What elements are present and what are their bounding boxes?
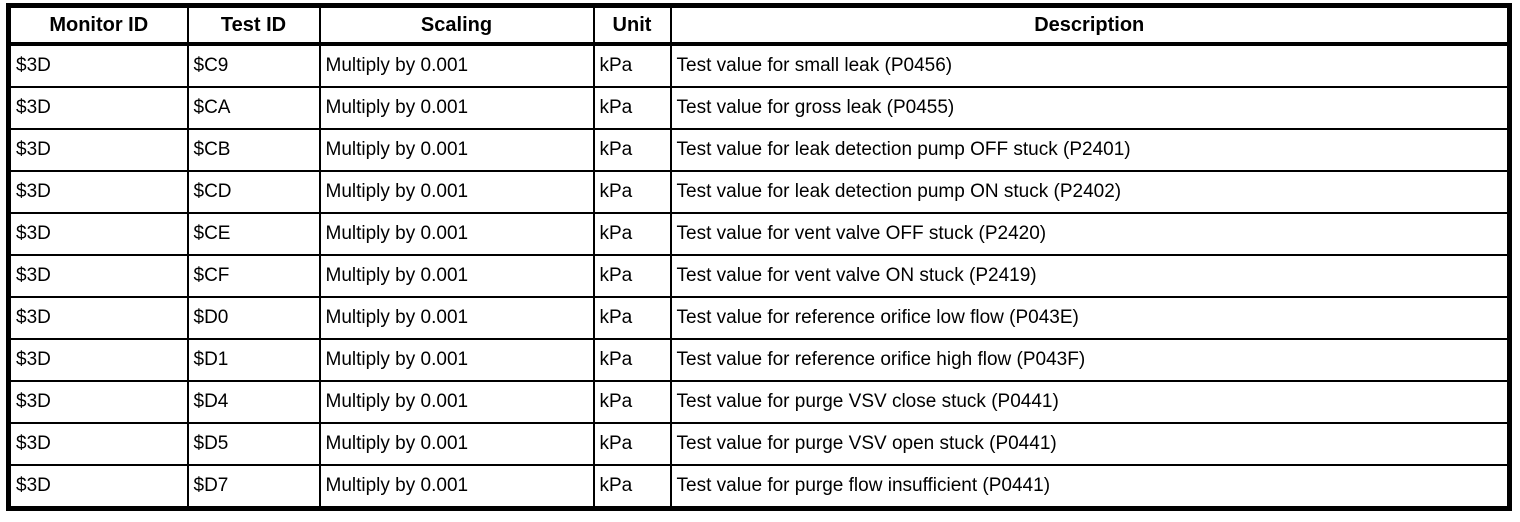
cell-monitor-id: $3D <box>7 128 189 172</box>
header-test-id: Test ID <box>186 4 321 46</box>
table-body: $3D $C9 Multiply by 0.001 kPa Test value… <box>7 43 1511 510</box>
cell-test-id: $D0 <box>186 296 321 340</box>
cell-unit: kPa <box>592 86 672 130</box>
cell-test-id: $CB <box>186 128 321 172</box>
cell-unit: kPa <box>592 254 672 298</box>
cell-scaling: Multiply by 0.001 <box>318 338 595 382</box>
header-scaling: Scaling <box>318 4 595 46</box>
cell-scaling: Multiply by 0.001 <box>318 43 595 88</box>
table-row: $3D $CB Multiply by 0.001 kPa Test value… <box>7 128 1511 172</box>
cell-test-id: $CE <box>186 212 321 256</box>
cell-monitor-id: $3D <box>7 212 189 256</box>
table-row: $3D $D0 Multiply by 0.001 kPa Test value… <box>7 296 1511 340</box>
table-row: $3D $D4 Multiply by 0.001 kPa Test value… <box>7 380 1511 424</box>
cell-scaling: Multiply by 0.001 <box>318 380 595 424</box>
table-row: $3D $CF Multiply by 0.001 kPa Test value… <box>7 254 1511 298</box>
table-row: $3D $C9 Multiply by 0.001 kPa Test value… <box>7 43 1511 88</box>
cell-description: Test value for reference orifice high fl… <box>669 338 1511 382</box>
cell-unit: kPa <box>592 170 672 214</box>
cell-unit: kPa <box>592 464 672 510</box>
table-row: $3D $CD Multiply by 0.001 kPa Test value… <box>7 170 1511 214</box>
cell-scaling: Multiply by 0.001 <box>318 86 595 130</box>
cell-test-id: $C9 <box>186 43 321 88</box>
cell-test-id: $D1 <box>186 338 321 382</box>
cell-scaling: Multiply by 0.001 <box>318 464 595 510</box>
cell-scaling: Multiply by 0.001 <box>318 128 595 172</box>
cell-scaling: Multiply by 0.001 <box>318 170 595 214</box>
cell-test-id: $CD <box>186 170 321 214</box>
cell-description: Test value for purge VSV close stuck (P0… <box>669 380 1511 424</box>
cell-scaling: Multiply by 0.001 <box>318 212 595 256</box>
cell-monitor-id: $3D <box>7 86 189 130</box>
cell-unit: kPa <box>592 212 672 256</box>
table-row: $3D $CA Multiply by 0.001 kPa Test value… <box>7 86 1511 130</box>
cell-unit: kPa <box>592 296 672 340</box>
cell-unit: kPa <box>592 338 672 382</box>
table-row: $3D $D5 Multiply by 0.001 kPa Test value… <box>7 422 1511 466</box>
cell-unit: kPa <box>592 422 672 466</box>
cell-test-id: $D4 <box>186 380 321 424</box>
header-monitor-id: Monitor ID <box>7 4 189 46</box>
cell-monitor-id: $3D <box>7 43 189 88</box>
cell-test-id: $D5 <box>186 422 321 466</box>
cell-description: Test value for reference orifice low flo… <box>669 296 1511 340</box>
cell-description: Test value for small leak (P0456) <box>669 43 1511 88</box>
cell-monitor-id: $3D <box>7 338 189 382</box>
cell-test-id: $CF <box>186 254 321 298</box>
header-description: Description <box>669 4 1511 46</box>
cell-description: Test value for leak detection pump ON st… <box>669 170 1511 214</box>
cell-monitor-id: $3D <box>7 464 189 510</box>
header-unit: Unit <box>592 4 672 46</box>
cell-description: Test value for leak detection pump OFF s… <box>669 128 1511 172</box>
cell-description: Test value for vent valve ON stuck (P241… <box>669 254 1511 298</box>
cell-scaling: Multiply by 0.001 <box>318 422 595 466</box>
cell-test-id: $CA <box>186 86 321 130</box>
cell-monitor-id: $3D <box>7 296 189 340</box>
cell-description: Test value for vent valve OFF stuck (P24… <box>669 212 1511 256</box>
cell-description: Test value for purge flow insufficient (… <box>669 464 1511 510</box>
cell-test-id: $D7 <box>186 464 321 510</box>
header-row: Monitor ID Test ID Scaling Unit Descript… <box>7 4 1511 46</box>
cell-monitor-id: $3D <box>7 422 189 466</box>
cell-unit: kPa <box>592 128 672 172</box>
cell-description: Test value for gross leak (P0455) <box>669 86 1511 130</box>
table-row: $3D $CE Multiply by 0.001 kPa Test value… <box>7 212 1511 256</box>
cell-unit: kPa <box>592 43 672 88</box>
cell-monitor-id: $3D <box>7 170 189 214</box>
obd-monitor-test-table: Monitor ID Test ID Scaling Unit Descript… <box>6 3 1512 511</box>
cell-monitor-id: $3D <box>7 254 189 298</box>
cell-monitor-id: $3D <box>7 380 189 424</box>
cell-description: Test value for purge VSV open stuck (P04… <box>669 422 1511 466</box>
cell-scaling: Multiply by 0.001 <box>318 296 595 340</box>
table-row: $3D $D7 Multiply by 0.001 kPa Test value… <box>7 464 1511 510</box>
cell-unit: kPa <box>592 380 672 424</box>
table-row: $3D $D1 Multiply by 0.001 kPa Test value… <box>7 338 1511 382</box>
cell-scaling: Multiply by 0.001 <box>318 254 595 298</box>
